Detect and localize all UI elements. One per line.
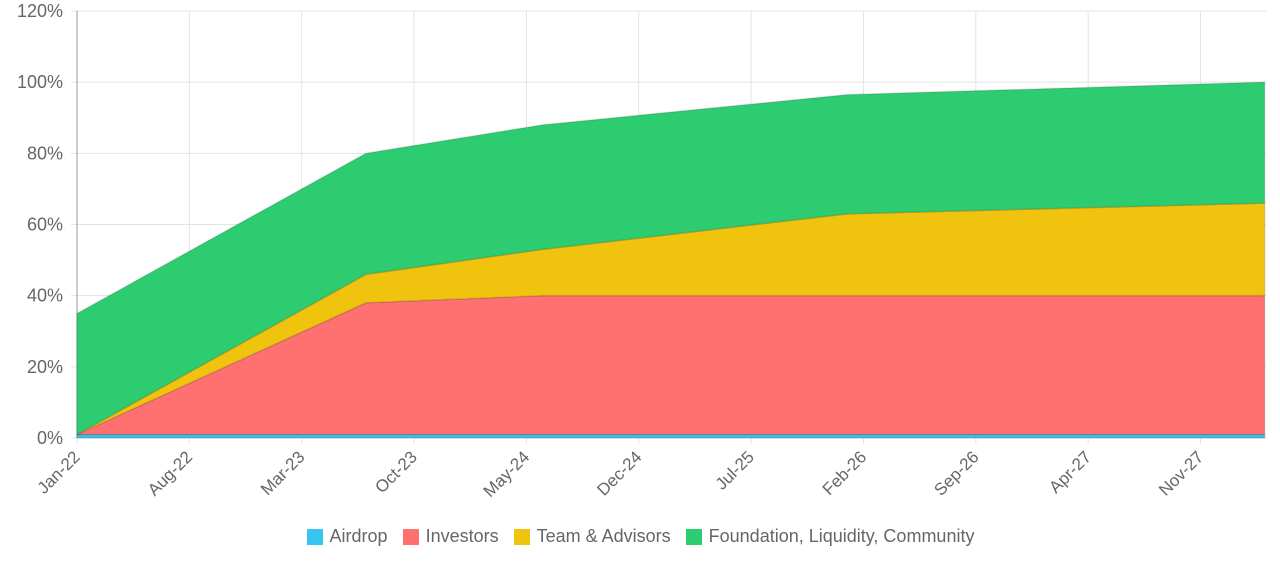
y-tick-label: 60% [27,215,63,235]
y-tick-label: 0% [37,428,63,448]
x-tick-label: Feb-26 [819,447,871,499]
x-tick-label: May-24 [480,447,534,501]
area-airdrop [76,433,1266,439]
x-tick-label: Oct-23 [371,447,421,497]
x-tick-label: Sep-26 [930,447,982,499]
area-investors [76,294,1266,436]
legend-item[interactable]: Team & Advisors [512,526,671,547]
legend-label: Foundation, Liquidity, Community [708,526,975,546]
x-tick-label: Jul-25 [712,447,758,493]
stacked-area-chart: 0% 20% 40% 60% 80% 100% 120% Jan-22 Aug-22 Mar-23… [17,1,1266,501]
legend-label: Investors [425,526,499,546]
legend-label: Airdrop [329,526,388,546]
area-foundation-liquidity-community [76,81,1266,436]
legend-swatch [401,527,420,546]
x-tick-label: Nov-27 [1155,447,1207,499]
x-tick-label: Apr-27 [1045,447,1095,497]
x-tick-label: Aug-22 [144,447,196,499]
y-tick-label: 120% [17,1,63,21]
legend-item[interactable]: Investors [401,526,499,547]
legend-item[interactable]: Airdrop [305,526,388,547]
legend-item[interactable]: Foundation, Liquidity, Community [684,526,975,547]
x-tick-label: Mar-23 [257,447,309,499]
legend-swatch [684,527,703,546]
y-tick-label: 20% [27,357,63,377]
legend-swatch [305,527,324,546]
y-tick-label: 100% [17,72,63,92]
legend-swatch [512,527,531,546]
y-tick-label: 40% [27,286,63,306]
y-tick-label: 80% [27,143,63,163]
legend: Airdrop Investors Team & Advisors Foundatio… [0,526,1280,547]
legend-label: Team & Advisors [536,526,671,546]
x-tick-label: Jan-22 [34,447,84,497]
x-tick-label: Dec-24 [593,447,645,499]
